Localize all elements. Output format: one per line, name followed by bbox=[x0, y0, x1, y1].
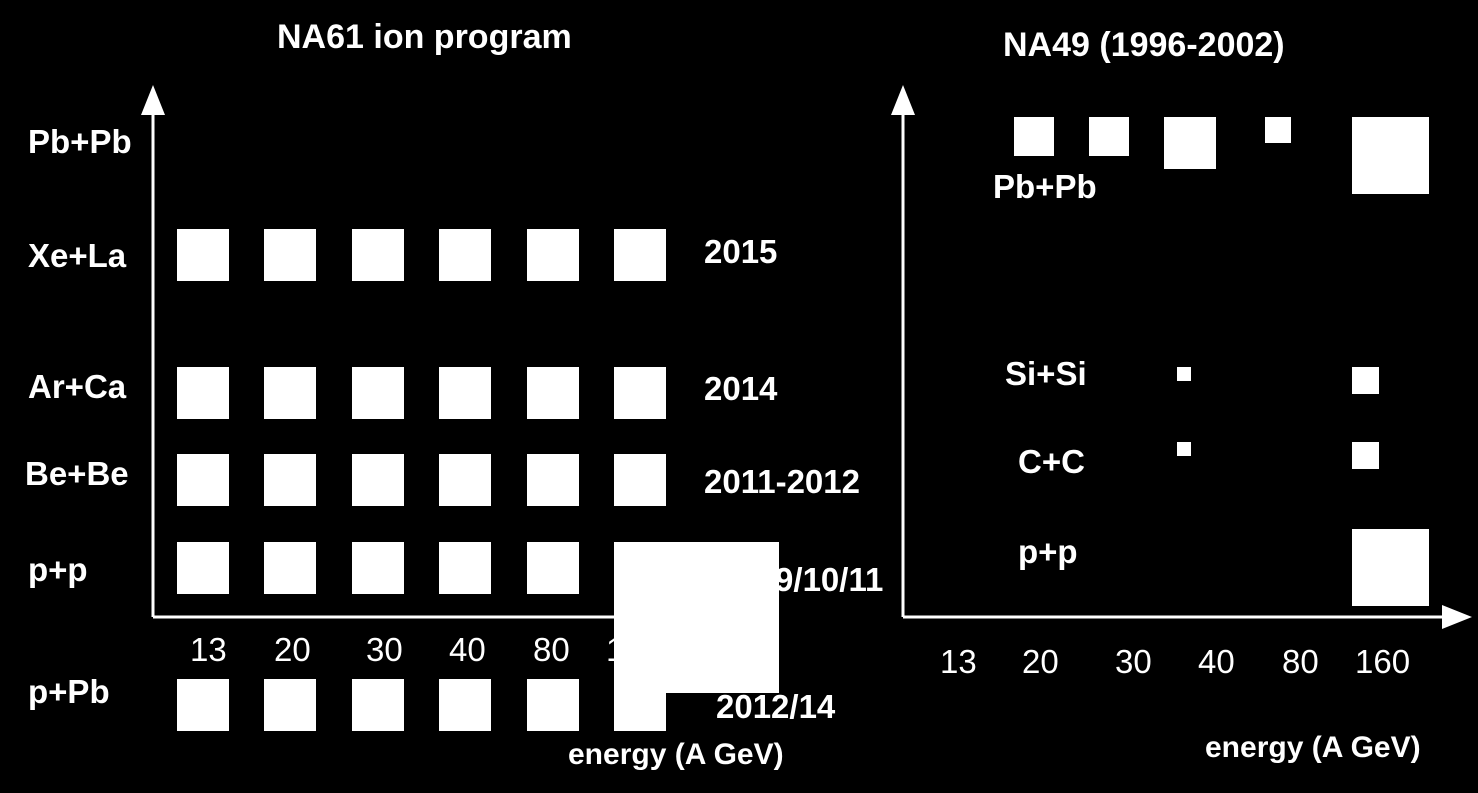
left-square-p-pb bbox=[177, 679, 229, 731]
left-square-p-p bbox=[527, 542, 579, 594]
right-square-pb-pb bbox=[1352, 117, 1429, 194]
right-row-label-p-p: p+p bbox=[1018, 533, 1078, 570]
left-square-be-be bbox=[177, 454, 229, 506]
left-square-xe-la bbox=[439, 229, 491, 281]
left-year-be-be: 2011-2012 bbox=[704, 463, 860, 500]
left-square-p-p bbox=[352, 542, 404, 594]
left-tick-label: 20 bbox=[274, 631, 311, 668]
left-tick-label: 13 bbox=[190, 631, 227, 668]
left-year-ar-ca: 2014 bbox=[704, 370, 778, 407]
left-year-p-pb: 2012/14 bbox=[716, 688, 836, 725]
left-square-be-be bbox=[527, 454, 579, 506]
left-square-ar-ca bbox=[264, 367, 316, 419]
left-square-p-p bbox=[264, 542, 316, 594]
left-row-label-xe-la: Xe+La bbox=[28, 237, 127, 274]
left-x-axis-label: energy (A GeV) bbox=[568, 738, 784, 771]
left-square-be-be bbox=[264, 454, 316, 506]
left-square-ar-ca bbox=[439, 367, 491, 419]
left-square-p-pb bbox=[439, 679, 491, 731]
right-tick-label: 160 bbox=[1355, 643, 1411, 680]
left-panel-title: NA61 ion program bbox=[277, 18, 572, 56]
left-square-p-p bbox=[439, 542, 491, 594]
left-row-label-p-pb: p+Pb bbox=[28, 673, 110, 710]
left-tick-label: 80 bbox=[533, 631, 570, 668]
left-square-ar-ca bbox=[614, 367, 666, 419]
left-row-label-p-p: p+p bbox=[28, 551, 88, 588]
right-panel-title: NA49 (1996-2002) bbox=[1003, 26, 1285, 64]
left-square-be-be bbox=[614, 454, 666, 506]
left-year-xe-la: 2015 bbox=[704, 233, 778, 270]
right-square-p-p bbox=[1352, 529, 1429, 606]
left-square-xe-la bbox=[614, 229, 666, 281]
right-tick-label: 80 bbox=[1282, 643, 1319, 680]
right-tick-label: 30 bbox=[1115, 643, 1152, 680]
right-square-c-c bbox=[1177, 442, 1191, 456]
right-row-label-si-si: Si+Si bbox=[1005, 355, 1087, 392]
left-tick-label: 40 bbox=[449, 631, 486, 668]
right-tick-label: 13 bbox=[940, 643, 977, 680]
right-row-label-c-c: C+C bbox=[1018, 443, 1085, 480]
left-tick-label: 30 bbox=[366, 631, 403, 668]
right-square-pb-pb bbox=[1089, 117, 1129, 156]
right-square-si-si bbox=[1177, 367, 1191, 381]
left-row-label-ar-ca: Ar+Ca bbox=[28, 368, 127, 405]
right-square-pb-pb bbox=[1014, 117, 1054, 156]
left-row-label-pb-pb: Pb+Pb bbox=[28, 123, 132, 160]
left-square-ar-ca bbox=[527, 367, 579, 419]
left-row-label-be-be: Be+Be bbox=[25, 455, 129, 492]
left-square-xe-la bbox=[352, 229, 404, 281]
right-square-pb-pb bbox=[1265, 117, 1291, 143]
right-x-axis-label: energy (A GeV) bbox=[1205, 731, 1421, 764]
right-square-si-si bbox=[1352, 367, 1379, 394]
right-tick-label: 40 bbox=[1198, 643, 1235, 680]
left-square-ar-ca bbox=[177, 367, 229, 419]
left-square-xe-la bbox=[177, 229, 229, 281]
left-square-p-pb bbox=[264, 679, 316, 731]
left-square-p-p bbox=[177, 542, 229, 594]
left-square-p-pb bbox=[527, 679, 579, 731]
left-square-ar-ca bbox=[352, 367, 404, 419]
left-square-xe-la bbox=[527, 229, 579, 281]
right-row-label-pb-pb: Pb+Pb bbox=[993, 168, 1097, 205]
left-square-p-pb bbox=[352, 679, 404, 731]
left-overlay-box bbox=[614, 542, 779, 693]
left-square-be-be bbox=[352, 454, 404, 506]
left-square-xe-la bbox=[264, 229, 316, 281]
left-square-be-be bbox=[439, 454, 491, 506]
right-square-c-c bbox=[1352, 442, 1379, 469]
right-square-pb-pb bbox=[1164, 117, 1216, 169]
right-tick-label: 20 bbox=[1022, 643, 1059, 680]
